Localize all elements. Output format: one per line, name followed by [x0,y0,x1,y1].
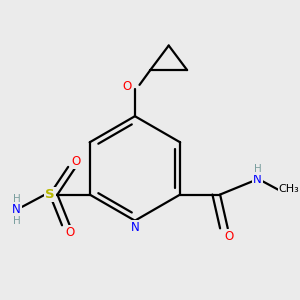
Text: N: N [12,203,21,216]
Text: O: O [65,226,74,238]
Text: O: O [123,80,132,93]
Text: H: H [13,216,20,226]
Text: N: N [253,173,262,186]
Text: O: O [71,155,80,168]
Text: H: H [13,194,20,204]
Text: O: O [225,230,234,242]
Text: S: S [45,188,55,201]
Text: H: H [254,164,262,174]
Text: CH₃: CH₃ [279,184,300,194]
Text: N: N [130,221,139,234]
